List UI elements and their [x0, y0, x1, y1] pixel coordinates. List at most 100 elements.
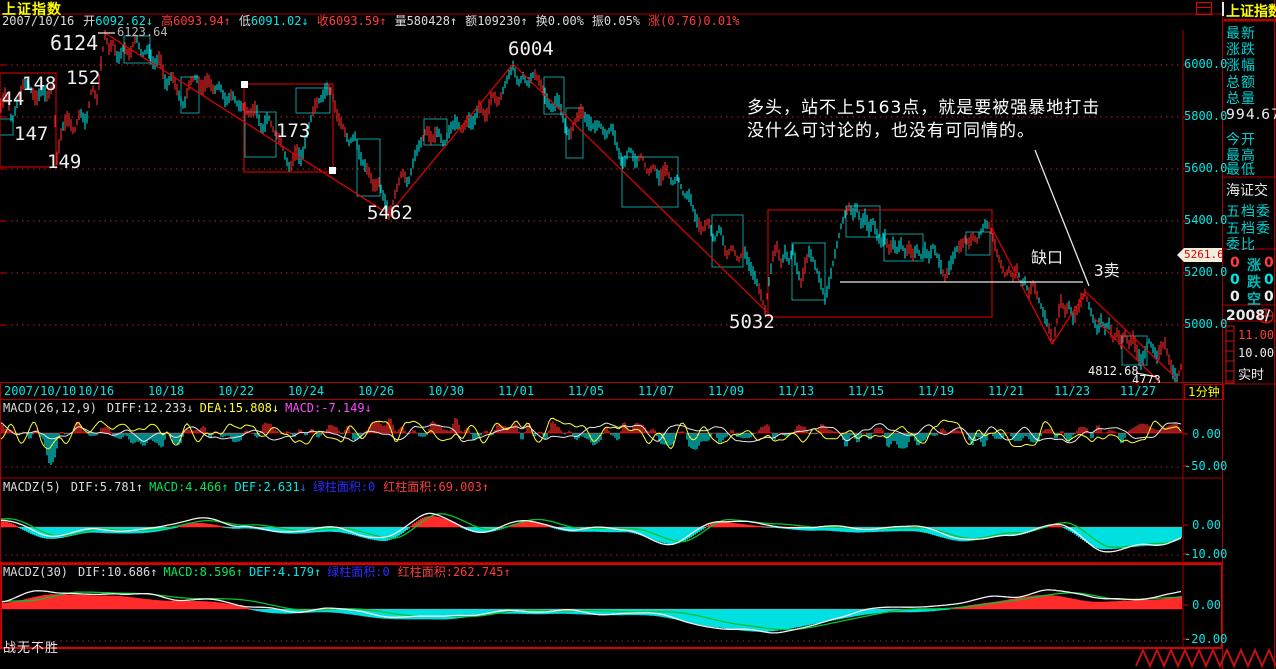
stat-segment: ↑: [481, 480, 490, 494]
sidebar-title-underline: [1224, 19, 1276, 21]
trendline[interactable]: [1085, 291, 1178, 380]
bid-cell: 空: [1247, 292, 1262, 308]
pattern-box[interactable]: [845, 205, 881, 238]
date-label: 11/23: [1053, 384, 1091, 398]
sidebar-volume-value: 994.67: [1226, 107, 1276, 123]
stat-segment: 换0.00%: [535, 14, 584, 28]
stat-segment: ↑: [503, 565, 511, 579]
stat-segment: ↑: [223, 14, 231, 28]
stat-segment: ↑: [449, 14, 458, 28]
trendline[interactable]: [991, 227, 1053, 345]
trendline[interactable]: [512, 63, 768, 313]
macd-header-2: MACDZ(5) DIF:5.781↑ MACD:4.466↑ DEF:2.631↓ 绿…: [3, 480, 489, 494]
ruler-icon: [1225, 325, 1235, 384]
trendline[interactable]: [1051, 291, 1087, 345]
pattern-box[interactable]: [791, 242, 826, 301]
stat-segment: ↑: [150, 565, 158, 579]
date-label: 11/07: [637, 384, 675, 398]
price-tag-arrow: [1177, 248, 1184, 262]
stat-segment: MACD:4.466: [149, 480, 222, 494]
chart-label: 144: [0, 88, 25, 110]
bid-cell: 跌: [1247, 275, 1262, 291]
slogan: 战无不胜: [3, 641, 60, 656]
stat-segment: MACD:8.596: [163, 565, 236, 579]
sidebar-field-label: 最低: [1226, 162, 1256, 178]
stat-segment: 580428: [406, 14, 450, 28]
date-label: 11/09: [707, 384, 745, 398]
bid-cell: 0: [1264, 255, 1275, 271]
sidebar-field-label: 五档委: [1226, 204, 1271, 220]
pattern-box[interactable]: [965, 231, 991, 256]
sidebar-field-label: 涨幅: [1226, 58, 1256, 74]
pattern-box[interactable]: [244, 111, 277, 158]
annotation-line[interactable]: [1034, 149, 1090, 287]
stat-segment: DIF:5.781: [70, 480, 136, 494]
stat-segment: 高: [161, 14, 174, 28]
panel-axis-label: 0.00: [1192, 518, 1221, 532]
stat-segment: MACD:-7.149: [285, 401, 365, 415]
drag-handle[interactable]: [241, 81, 248, 88]
period-window-icon[interactable]: [1196, 2, 1212, 15]
panel-axis-label: -10.00: [1184, 547, 1228, 561]
pattern-box[interactable]: [543, 76, 565, 115]
pattern-box[interactable]: [356, 138, 381, 197]
stat-segment: ↓: [299, 480, 307, 494]
panel-axis-label: 0.00: [1192, 598, 1221, 612]
trendline[interactable]: [389, 63, 514, 214]
pattern-box[interactable]: [621, 156, 679, 208]
macd-header-1: MACD(26,12,9) DIFF:12.233↓ DEA:15.808↓ MACD…: [3, 401, 372, 415]
macd-line: [0, 591, 1181, 631]
panel-axis-label: -20.00: [1184, 632, 1228, 646]
stat-segment: ↑: [379, 14, 387, 28]
stat-segment: 6093.59: [328, 14, 380, 28]
stat-segment: MACDZ(5): [3, 480, 61, 494]
chart-label: 149: [47, 151, 82, 173]
sidebar-index-tab[interactable]: 上证指数: [1226, 4, 1276, 20]
macd-line: [0, 513, 1182, 548]
date-label: 11/19: [917, 384, 955, 398]
drawn-rect[interactable]: [767, 209, 993, 318]
stat-segment: 绿柱面积:0: [312, 480, 376, 494]
main-chart[interactable]: [0, 30, 1183, 382]
period-selector[interactable]: 1分钟: [1184, 384, 1224, 400]
stat-segment: ↓: [145, 14, 154, 28]
chart-label: 148: [22, 73, 57, 95]
date-label: 11/13: [777, 384, 815, 398]
pattern-box[interactable]: [180, 76, 200, 114]
drawn-rect[interactable]: [0, 72, 57, 168]
sidebar-field-label: 五档委: [1226, 221, 1271, 237]
date-label: 10/18: [147, 384, 185, 398]
pattern-box[interactable]: [423, 118, 448, 146]
pattern-box[interactable]: [711, 214, 744, 268]
date-label: 11/01: [497, 384, 535, 398]
stat-segment: 红柱面积:69.003: [383, 480, 482, 494]
stat-segment: 收: [316, 14, 329, 28]
pattern-box[interactable]: [0, 118, 14, 136]
stat-segment: 开: [83, 14, 96, 28]
stat-segment: ↑: [135, 480, 144, 494]
drawn-rect[interactable]: [243, 83, 334, 173]
sidebar-field-label: 涨跌: [1226, 42, 1256, 58]
chart-label: 4773: [1132, 374, 1161, 383]
y-axis-label: 5600.0: [1184, 161, 1228, 175]
date-label: 10/22: [217, 384, 255, 398]
stat-segment: DEA:15.808: [199, 401, 272, 415]
stat-segment: 2007/10/16: [2, 14, 75, 28]
trendline[interactable]: [104, 32, 391, 216]
index-title[interactable]: 上证指数: [2, 2, 62, 18]
annotation-line[interactable]: [1135, 372, 1158, 378]
y-axis-label: 5400.0: [1184, 213, 1228, 227]
drag-handle[interactable]: [329, 167, 336, 174]
stat-segment: 低: [238, 14, 251, 28]
date-label: 10/24: [287, 384, 325, 398]
stat-segment: ↑: [235, 565, 243, 579]
realtime-label: 实时: [1238, 368, 1265, 383]
diff-line: [0, 417, 1182, 450]
stat-segment: ↑: [221, 480, 229, 494]
chart-label: 3卖: [1094, 261, 1120, 280]
stat-segment: 额: [465, 14, 478, 28]
stat-segment: 109230: [477, 14, 521, 28]
trendline[interactable]: [1093, 317, 1180, 402]
